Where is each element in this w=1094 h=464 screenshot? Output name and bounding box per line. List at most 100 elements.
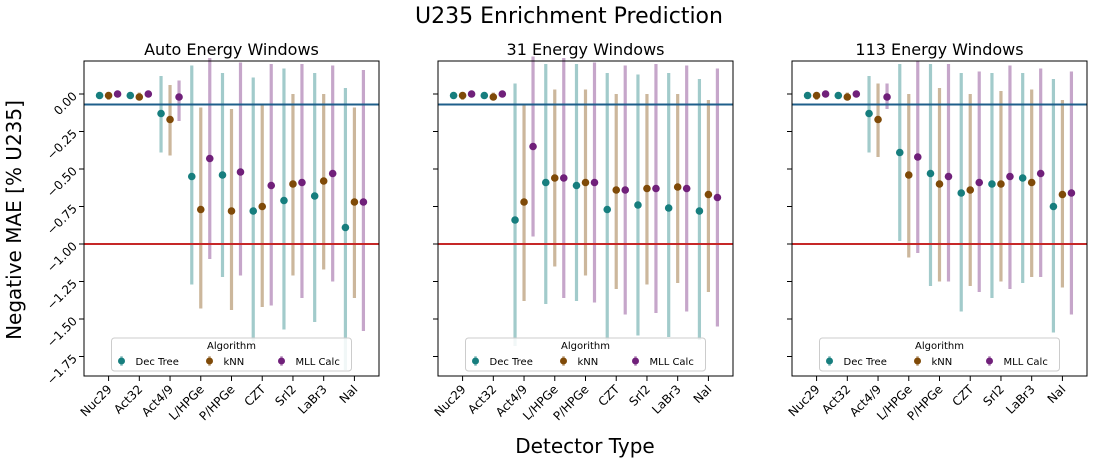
data-point — [821, 90, 830, 98]
data-point — [196, 205, 205, 214]
data-point — [1058, 190, 1067, 199]
data-point — [458, 91, 467, 100]
panel-3: 113 Energy WindowsNuc29Act32Act4/9L/HPGe… — [786, 40, 1088, 423]
figure-ylabel: Negative MAE [% U235] — [2, 100, 26, 340]
data-point — [559, 174, 568, 182]
axes-frame — [437, 60, 734, 377]
data-point — [498, 90, 507, 98]
data-point — [664, 204, 673, 212]
data-point — [621, 186, 630, 194]
data-point — [913, 153, 922, 161]
data-point — [572, 181, 581, 190]
data-point — [1006, 172, 1014, 181]
data-point — [975, 178, 984, 187]
data-point — [988, 180, 996, 188]
x-tick-label: SrI2 — [980, 382, 1007, 409]
legend-marker — [632, 357, 639, 365]
panel-title: 31 Energy Windows — [507, 40, 665, 59]
legend-entry: Dec Tree — [490, 357, 533, 368]
y-tick-label: −0.50 — [44, 164, 80, 200]
x-tick-label: Nuc29 — [78, 382, 115, 419]
data-point — [541, 178, 550, 187]
data-point — [843, 93, 852, 101]
data-point — [350, 198, 359, 206]
data-point — [529, 142, 537, 151]
data-point — [126, 91, 135, 100]
legend: Algorithm Dec Tree kNN MLL Calc — [465, 337, 706, 372]
data-point — [319, 177, 328, 185]
data-point — [249, 207, 258, 215]
y-tick-label: −0.75 — [44, 202, 80, 238]
data-point — [612, 186, 621, 194]
legend-entry: Dec Tree — [136, 357, 179, 368]
x-tick-label: NaI — [337, 382, 361, 406]
y-tick-label: −1.50 — [44, 314, 80, 350]
data-point — [935, 180, 944, 188]
data-point — [704, 190, 713, 199]
data-point — [1067, 189, 1076, 197]
legend-title: Algorithm — [915, 341, 964, 352]
x-tick-label: LaBr3 — [295, 382, 330, 417]
data-point — [1018, 174, 1027, 182]
x-tick-label: Nuc29 — [786, 382, 823, 419]
data-point — [1027, 178, 1036, 187]
data-point — [359, 198, 368, 206]
data-point — [489, 93, 498, 101]
y-tick-label: 0.00 — [51, 89, 80, 118]
data-point — [218, 171, 227, 179]
data-point — [581, 178, 590, 187]
legend-entry: MLL Calc — [1004, 357, 1048, 368]
data-point — [895, 148, 904, 157]
data-point — [673, 183, 682, 191]
data-point — [634, 201, 642, 209]
data-point — [104, 91, 113, 100]
data-point — [267, 181, 276, 190]
data-point — [966, 186, 975, 194]
data-point — [957, 189, 966, 197]
data-point — [298, 178, 306, 187]
x-tick-label: SrI2 — [272, 382, 299, 409]
data-point — [682, 184, 691, 193]
data-point — [236, 168, 245, 176]
data-point — [227, 207, 236, 215]
data-point — [643, 184, 651, 193]
panel-2: 31 Energy WindowsNuc29Act32Act4/9L/HPGeP… — [432, 40, 734, 423]
data-point — [652, 184, 660, 193]
data-point — [95, 91, 104, 100]
y-tick-label: −0.25 — [44, 127, 80, 163]
x-tick-label: SrI2 — [626, 382, 653, 409]
figure-xlabel: Detector Type — [515, 434, 654, 458]
legend-entry: Dec Tree — [844, 357, 887, 368]
legend: Algorithm Dec Tree kNN MLL Calc — [111, 337, 352, 372]
legend-entry: kNN — [224, 357, 245, 368]
legend-box — [111, 337, 352, 372]
legend-box — [465, 337, 706, 372]
data-point — [550, 174, 559, 182]
data-point — [603, 205, 612, 214]
panel-1: Auto Energy Windows0.00−0.25−0.50−0.75−1… — [44, 40, 380, 423]
data-point — [713, 193, 722, 202]
data-point — [812, 91, 821, 100]
data-point — [310, 192, 319, 200]
data-point — [480, 91, 489, 100]
data-point — [157, 109, 165, 118]
data-point — [997, 180, 1005, 188]
data-point — [803, 91, 812, 100]
data-point — [341, 223, 350, 232]
data-point — [449, 91, 458, 100]
data-point — [144, 90, 153, 98]
data-point — [289, 180, 297, 188]
axes-frame — [791, 60, 1088, 377]
data-point — [205, 154, 214, 163]
legend-entry: MLL Calc — [650, 357, 694, 368]
data-point — [511, 216, 519, 224]
legend-marker — [472, 357, 479, 365]
y-tick-label: −1.75 — [44, 352, 80, 388]
data-point — [113, 90, 122, 98]
data-point — [467, 90, 476, 98]
data-point — [166, 115, 174, 124]
data-point — [874, 115, 882, 124]
legend-marker — [914, 357, 921, 365]
panel-title: 113 Energy Windows — [855, 40, 1023, 59]
